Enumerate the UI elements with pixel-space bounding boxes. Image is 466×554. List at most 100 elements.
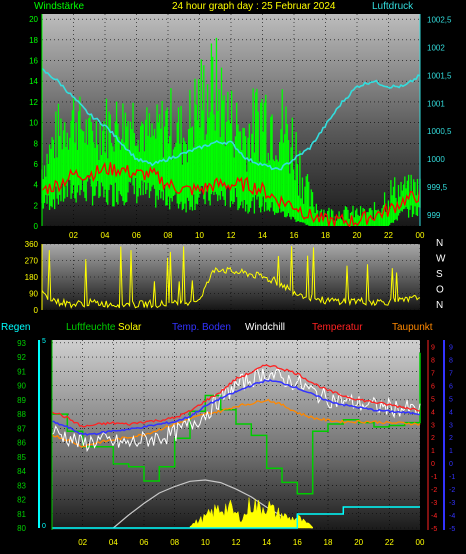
panel-wind-pressure: 02 04 06 08 10 12 14 16 18 20 22 000246810121416182… — [29, 14, 452, 240]
humidity-y-tick-label: 84 — [17, 467, 26, 476]
chart-title: 24 hour graph day : 25 Februar 2024 — [172, 1, 336, 12]
humidity-y-tick-label: 80 — [17, 524, 26, 533]
solar-y-tick-label: 1 — [449, 448, 453, 455]
ground-temperature-line — [51, 379, 421, 436]
temperature-y-tick-label: 6 — [431, 383, 435, 390]
direction-y-tick-label: 90 — [29, 290, 38, 299]
wind-y-tick-label: 6 — [34, 160, 39, 169]
solar-y-tick-label: -5 — [449, 526, 455, 533]
temp-x-tick-label: 08 — [170, 538, 179, 547]
temp-x-tick-label: 04 — [109, 538, 118, 547]
wind-x-tick-label: 00 — [416, 231, 425, 240]
temperature-y-tick-label: 4 — [431, 409, 435, 416]
solar-y-tick-label: 2 — [449, 435, 453, 442]
regen-y-tick-label: 5 — [42, 338, 46, 345]
temperature-y-tick-label: 8 — [431, 357, 435, 364]
rain-line — [52, 506, 420, 529]
temp-x-tick-label: 18 — [324, 538, 333, 547]
pressure-y-tick-label: 1001,5 — [427, 71, 452, 80]
wind-y-tick-label: 20 — [29, 15, 38, 24]
temperature-y-tick-label: -3 — [431, 500, 437, 507]
temperature-y-tick-label: 5 — [431, 396, 435, 403]
temp-x-tick-label: 00 — [416, 538, 425, 547]
pressure-y-tick-label: 999 — [427, 211, 441, 220]
panel-temperature-series — [51, 352, 421, 529]
pressure-y-tick-label: 1002 — [427, 43, 445, 52]
wind-y-tick-label: 4 — [34, 181, 39, 190]
solar-y-tick-label: 6 — [449, 383, 453, 390]
wind-x-tick-label: 04 — [101, 231, 110, 240]
humidity-y-tick-label: 90 — [17, 382, 26, 391]
legend-solar: Solar — [118, 322, 142, 333]
wind-x-tick-label: 14 — [258, 231, 267, 240]
wind-direction-line — [41, 246, 421, 309]
solar-y-tick-label: -2 — [449, 487, 455, 494]
wind-y-tick-label: 2 — [34, 201, 39, 210]
panel-temperature-ticks: 02 04 06 08 10 12 14 16 18 20 22 008081828384858687… — [17, 338, 455, 547]
solar-y-tick-label: -3 — [449, 500, 455, 507]
humidity-y-tick-label: 92 — [17, 353, 26, 362]
direction-y-tick-label: 180 — [25, 273, 39, 282]
wind-axis-title: Windstärke — [34, 1, 84, 12]
legend-temperatur: Temperatur — [312, 322, 363, 333]
legend-taupunkt: Taupunkt — [392, 322, 433, 333]
legend: Regen Luftfeuchte Solar Temp. Boden Wind… — [1, 322, 433, 333]
panel-direction-series — [41, 246, 421, 309]
temperature-y-tick-label: -1 — [431, 474, 437, 481]
temperature-y-tick-label: 3 — [431, 422, 435, 429]
humidity-y-tick-label: 86 — [17, 439, 26, 448]
humidity-y-tick-label: 83 — [17, 481, 26, 490]
panel-wind-series — [41, 37, 421, 228]
wind-y-tick-label: 18 — [29, 36, 38, 45]
wind-average-line — [41, 161, 421, 228]
direction-compass-label: W — [436, 254, 446, 265]
temp-x-tick-label: 20 — [354, 538, 363, 547]
wind-y-tick-label: 16 — [29, 57, 38, 66]
solar-y-tick-label: 8 — [449, 357, 453, 364]
panel-temperature: 02 04 06 08 10 12 14 16 18 20 22 008081828384858687… — [17, 338, 455, 547]
direction-y-tick-label: 270 — [25, 257, 39, 266]
temperature-y-tick-label: 2 — [431, 435, 435, 442]
wind-y-tick-label: 12 — [29, 98, 38, 107]
temp-x-tick-label: 16 — [293, 538, 302, 547]
solar-y-tick-label: 9 — [449, 344, 453, 351]
regen-y-tick-label: 0 — [42, 523, 46, 530]
legend-windchill: Windchill — [245, 322, 285, 333]
temperature-y-tick-label: 1 — [431, 448, 435, 455]
wind-x-tick-label: 12 — [227, 231, 236, 240]
solar-area — [189, 497, 313, 529]
legend-temp-boden: Temp. Boden — [172, 322, 231, 333]
direction-compass-label: N — [436, 238, 443, 249]
temp-x-tick-label: 12 — [232, 538, 241, 547]
solar-y-tick-label: 0 — [449, 461, 453, 468]
solar-y-tick-label: 5 — [449, 396, 453, 403]
wind-x-tick-label: 16 — [290, 231, 299, 240]
solar-y-tick-label: -4 — [449, 513, 455, 520]
wind-y-tick-label: 14 — [29, 77, 38, 86]
humidity-y-tick-label: 89 — [17, 396, 26, 405]
temperature-y-tick-label: -5 — [431, 526, 437, 533]
solar-y-tick-label: -1 — [449, 474, 455, 481]
wind-x-tick-label: 02 — [69, 231, 78, 240]
solar-y-tick-label: 4 — [449, 409, 453, 416]
wind-x-tick-label: 18 — [321, 231, 330, 240]
panel-wind-ticks: 02 04 06 08 10 12 14 16 18 20 22 000246810121416182… — [29, 15, 452, 240]
dewpoint-line — [51, 398, 421, 448]
temperature-y-tick-label: -2 — [431, 487, 437, 494]
wind-y-tick-label: 0 — [34, 222, 39, 231]
direction-compass-label: O — [436, 285, 444, 296]
wind-x-tick-label: 06 — [132, 231, 141, 240]
solar-y-tick-label: 3 — [449, 422, 453, 429]
direction-y-tick-label: 0 — [34, 306, 39, 315]
pressure-y-tick-label: 1000,5 — [427, 127, 452, 136]
temperature-y-tick-label: 9 — [431, 344, 435, 351]
humidity-y-tick-label: 88 — [17, 410, 26, 419]
legend-regen: Regen — [1, 322, 30, 333]
temperature-y-tick-label: 0 — [431, 461, 435, 468]
temperature-y-tick-label: -4 — [431, 513, 437, 520]
temp-x-tick-label: 14 — [262, 538, 271, 547]
humidity-y-tick-label: 82 — [17, 496, 26, 505]
temp-x-tick-label: 06 — [140, 538, 149, 547]
